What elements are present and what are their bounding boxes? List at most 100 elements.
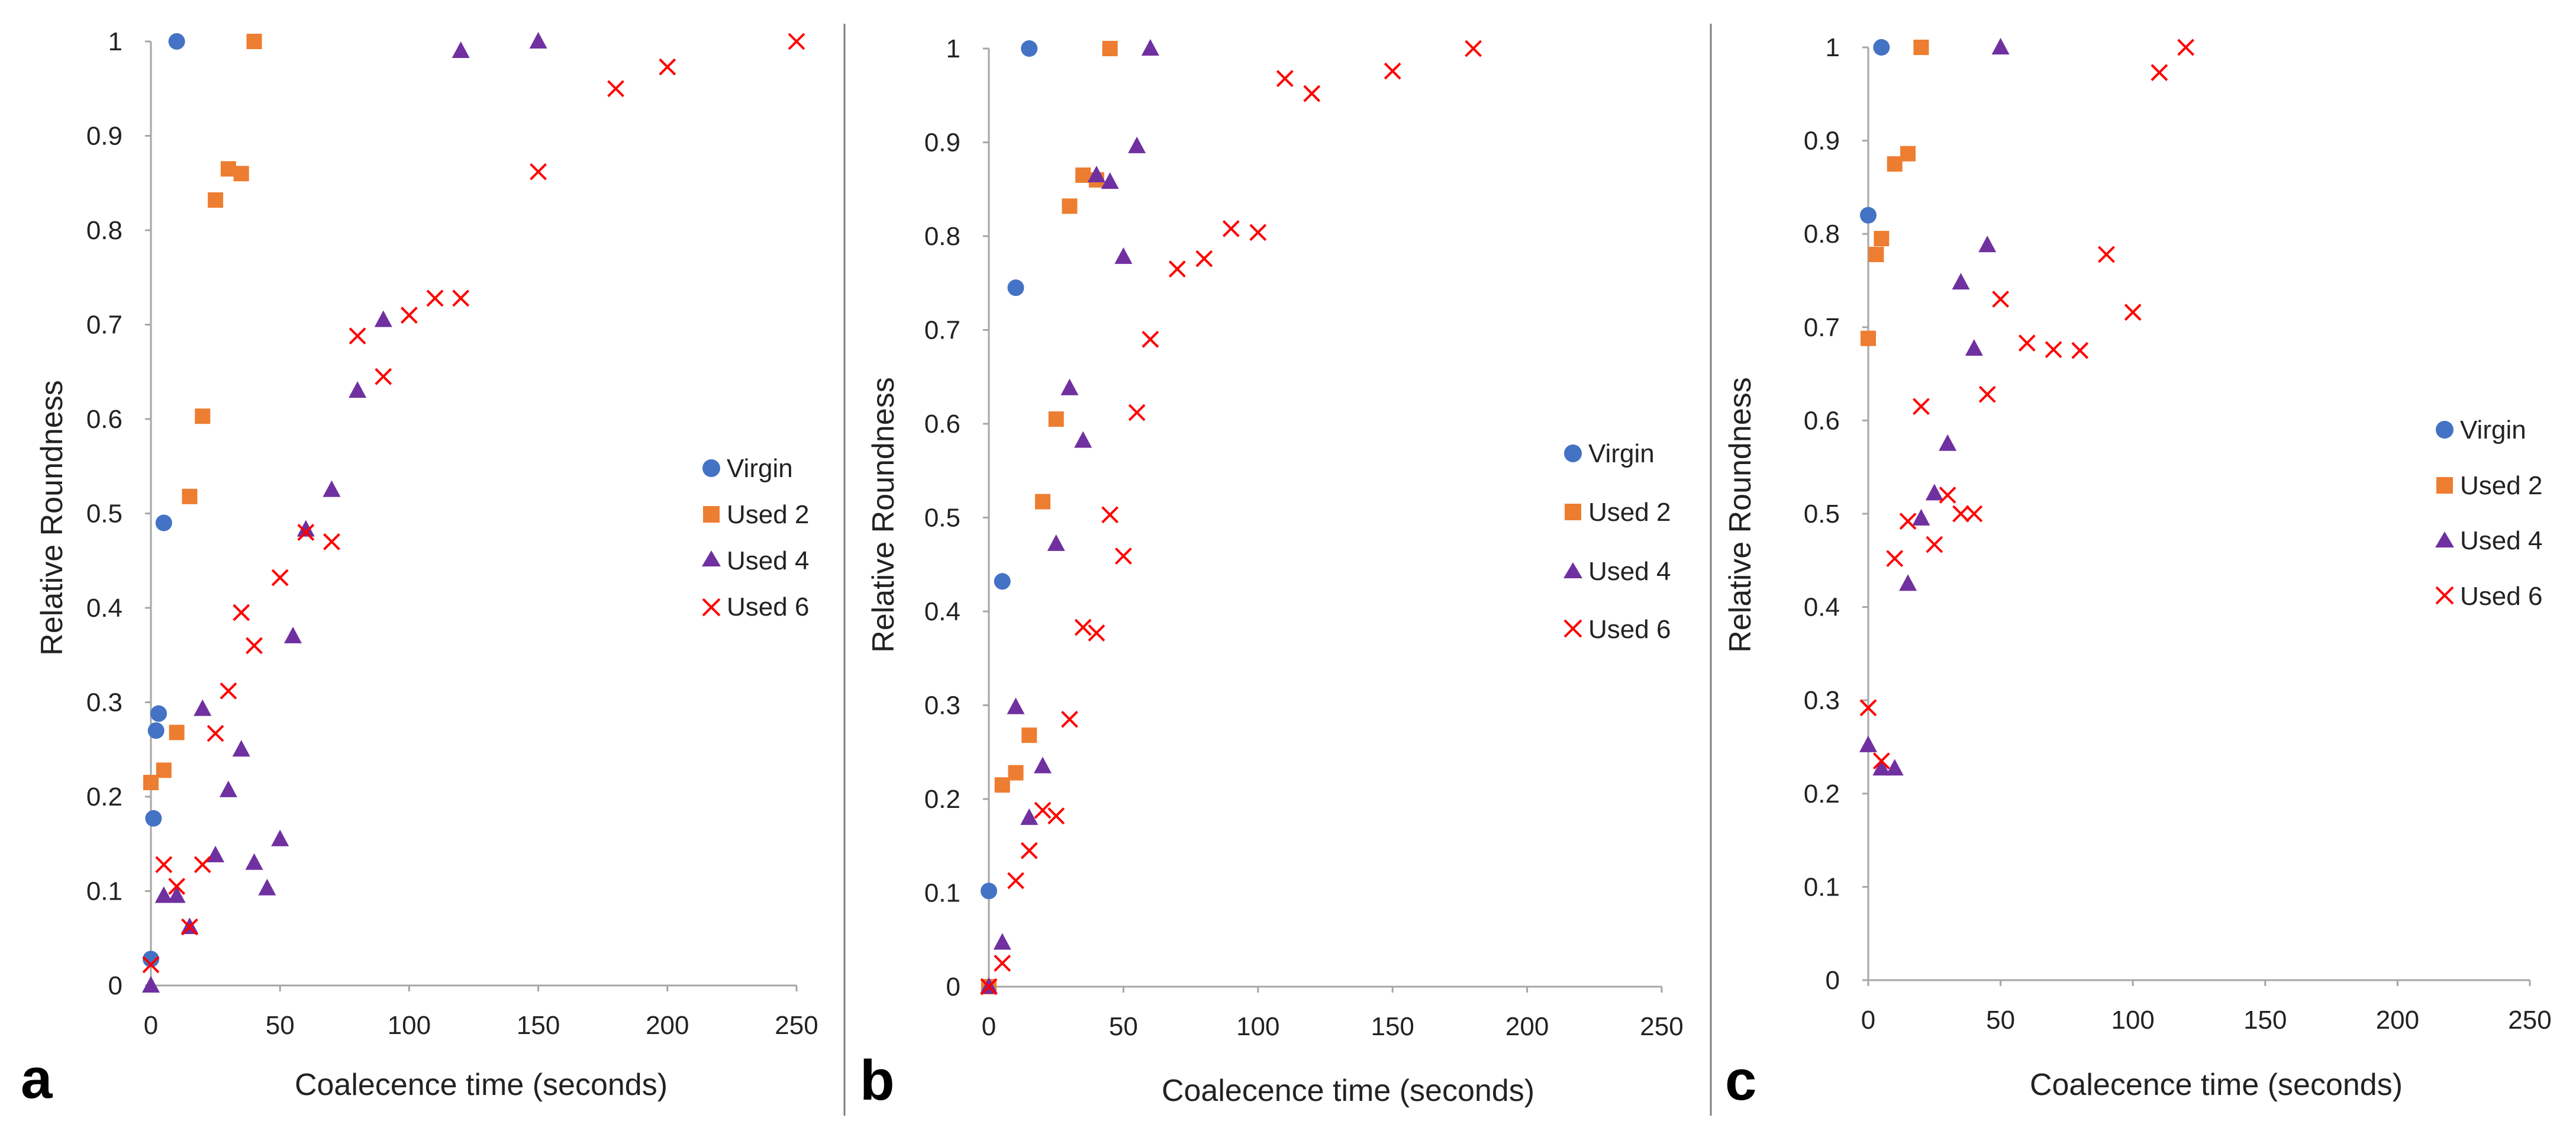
point-used6	[142, 956, 160, 974]
point-used6	[2045, 341, 2062, 359]
point-used4	[232, 740, 250, 757]
legend-b: Virgin Used 2 Used 4 Used 6	[1563, 439, 1671, 644]
y-tick-label: 0.9	[924, 128, 960, 157]
chart-panel-c: 0 0.1 0.2 0.3 0.4 0.5 0.6 0.7 0.8 0.9 1 0 50 100 150 2…	[1723, 33, 2552, 1112]
legend-virgin-label-b: Virgin	[1588, 439, 1655, 468]
point-used4	[167, 886, 186, 903]
point-used2	[1887, 156, 1903, 172]
legend-used2-label-c: Used 2	[2460, 471, 2542, 500]
point-used4	[993, 933, 1011, 950]
y-tick-label: 0.8	[86, 216, 122, 245]
y-tick-label: 0.8	[924, 222, 960, 251]
point-virgin	[168, 33, 185, 50]
x-tick-label: 0	[1861, 1006, 1875, 1035]
point-used6	[659, 58, 676, 76]
x-tick-label: 250	[2508, 1006, 2551, 1035]
y-tick-label: 0.5	[86, 500, 122, 529]
x-tick-label: 150	[1371, 1012, 1414, 1041]
y-tick-label: 0.6	[1804, 406, 1840, 435]
legend-virgin-marker-c	[2436, 421, 2454, 439]
point-used2	[220, 161, 236, 177]
axes-b	[988, 49, 1662, 988]
point-used6	[1061, 710, 1078, 728]
point-used6	[1978, 385, 1996, 403]
y-tick-labels-c: 0 0.1 0.2 0.3 0.4 0.5 0.6 0.7 0.8 0.9 1	[1804, 33, 1868, 995]
point-used4	[142, 976, 160, 993]
point-used6	[1074, 619, 1092, 636]
x-axis-label-b: Coalecence time (seconds)	[1162, 1074, 1534, 1108]
point-used4	[529, 32, 547, 49]
point-used6	[168, 878, 186, 895]
x-tick-label: 50	[266, 1011, 295, 1040]
y-tick-label: 0.3	[1804, 686, 1840, 715]
point-used6	[1872, 752, 1890, 770]
legend-a: Virgin Used 2 Used 4 Used 6	[702, 454, 809, 621]
y-tick-label: 0.4	[1804, 593, 1840, 622]
panel-letter-c: c	[1725, 1049, 1756, 1112]
point-used4	[1899, 574, 1917, 591]
point-used2	[246, 34, 262, 49]
point-used2	[1874, 231, 1890, 247]
chart-panel-a: 0 0.1 0.2 0.3 0.4 0.5 0.6 0.7 0.8 0.9 1 0 50 100 150 2…	[21, 27, 818, 1110]
point-used4	[1991, 38, 2010, 54]
x-axis-label-a: Coalecence time (seconds)	[295, 1068, 668, 1102]
point-used6	[2098, 246, 2115, 263]
point-used6	[1195, 250, 1213, 268]
x-tick-label: 100	[2111, 1006, 2154, 1035]
point-used4	[1047, 534, 1065, 551]
y-tick-label: 0.1	[86, 877, 122, 906]
point-used4	[1859, 735, 1877, 752]
point-used6	[1384, 62, 1401, 80]
axes-c	[1867, 47, 2530, 981]
point-used4	[1020, 808, 1039, 825]
point-used6	[1101, 506, 1119, 524]
point-used6	[607, 80, 624, 98]
point-used4	[452, 41, 470, 58]
point-used4	[258, 878, 276, 896]
point-used6	[1114, 547, 1132, 565]
point-used2	[1868, 246, 1884, 262]
legend-used6-marker-a	[702, 598, 721, 617]
y-axis-label-b: Relative Roundness	[866, 377, 901, 652]
point-used2	[1900, 146, 1916, 162]
point-used6	[530, 163, 547, 181]
point-used6	[375, 368, 392, 385]
point-used6	[426, 289, 444, 307]
point-used4	[1939, 434, 1957, 451]
panel-letter-b: b	[860, 1049, 895, 1112]
point-used6	[207, 724, 224, 742]
legend-used4-marker-b	[1563, 562, 1582, 578]
legend-used6-label-a: Used 6	[727, 592, 809, 621]
y-tick-label: 0.7	[1804, 313, 1840, 342]
data-points-c	[1859, 38, 2195, 776]
point-virgin	[150, 705, 167, 722]
point-virgin	[1021, 40, 1038, 57]
point-used4	[1114, 247, 1133, 264]
point-used2	[1861, 330, 1876, 346]
point-used6	[323, 533, 340, 550]
point-used6	[233, 604, 250, 621]
point-used2	[233, 166, 249, 182]
y-tick-label: 0.7	[924, 316, 960, 345]
point-used4	[219, 780, 237, 797]
panel-letter-a: a	[21, 1047, 53, 1110]
point-used6	[994, 954, 1011, 972]
point-used4	[1128, 136, 1146, 153]
x-tick-labels-b: 0 50 100 150 200 250	[982, 987, 1684, 1041]
point-used4	[374, 310, 392, 327]
point-used2	[1102, 41, 1118, 56]
point-used2	[1034, 494, 1050, 510]
point-used4	[1033, 756, 1052, 774]
x-tick-label: 100	[1236, 1012, 1279, 1041]
legend-used4-marker-c	[2435, 532, 2454, 547]
point-used6	[980, 978, 998, 996]
legend-used2-marker-c	[2436, 477, 2453, 494]
point-used4	[1101, 172, 1119, 189]
y-tick-label: 0.1	[1804, 872, 1840, 901]
point-used6	[220, 682, 237, 700]
point-used4	[349, 381, 367, 398]
point-virgin	[1860, 207, 1877, 224]
legend-used2-label-a: Used 2	[727, 500, 809, 529]
x-tick-label: 200	[1505, 1012, 1549, 1041]
y-tick-label: 0.1	[924, 879, 960, 908]
